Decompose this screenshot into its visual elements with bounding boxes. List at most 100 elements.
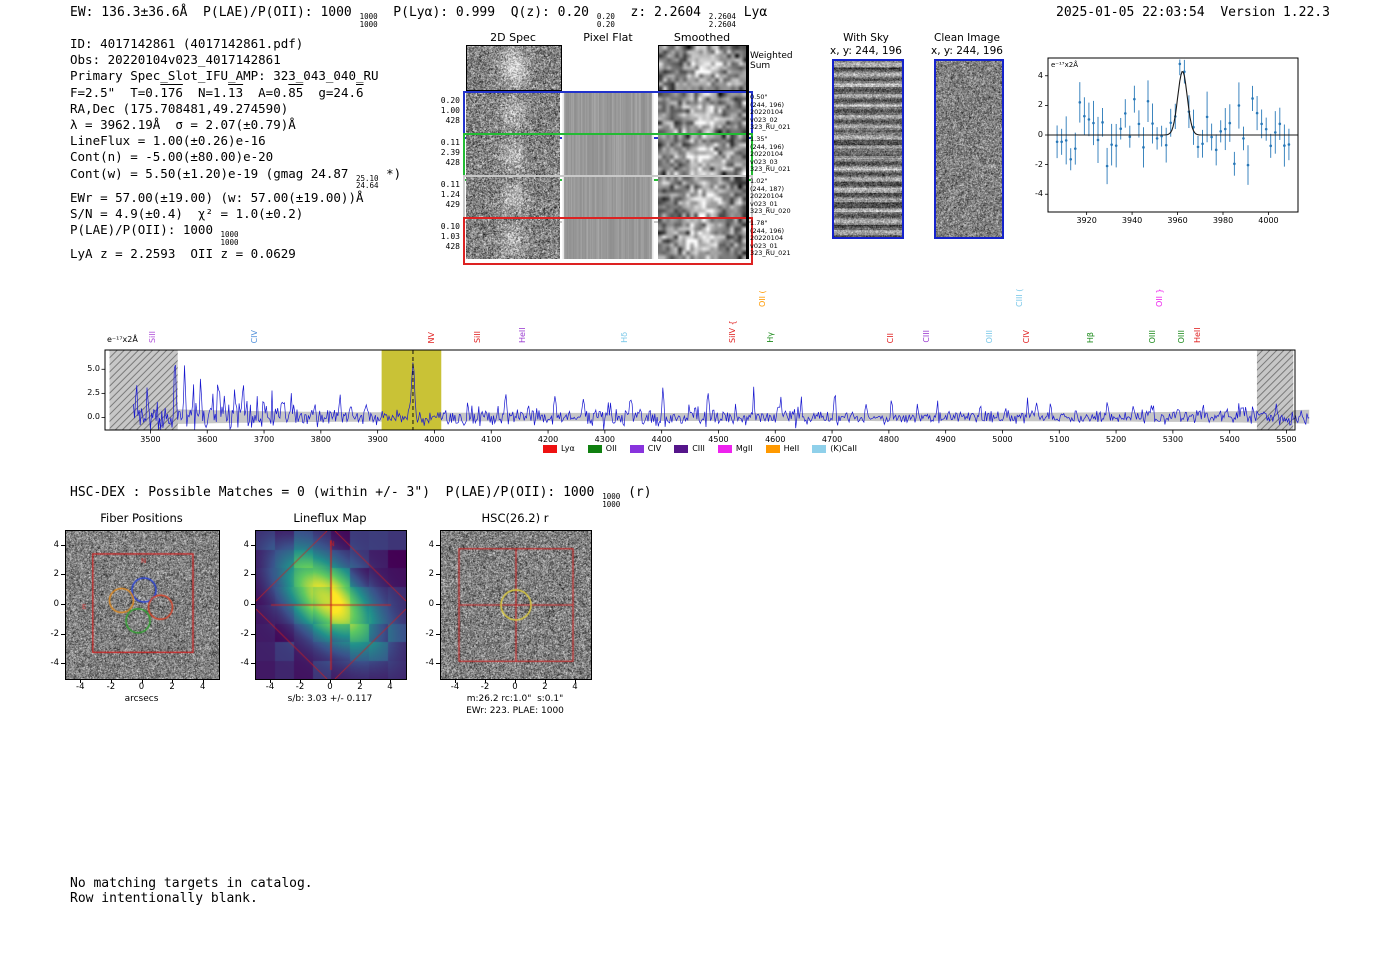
spec2d-row-right-label: 1.02" (244, 187) 20220104 v023_01 323_RU_020 — [750, 177, 791, 216]
tick-label: 2 — [542, 682, 548, 692]
tick-label: 2 — [357, 682, 363, 692]
spec2d-row-1-pixel-flat — [562, 93, 654, 133]
tick-label: 4 — [243, 539, 249, 550]
fraction-stack: 1000 1000 — [360, 13, 378, 28]
inset-axes-box — [1047, 57, 1299, 213]
spec2d-row-0-2d-spec — [466, 45, 562, 91]
right-label-line: 20220104 — [750, 108, 784, 117]
spec2d-row-right-label: 1.35" (244, 196) 20220104 v023_03 323_RU_021 — [750, 135, 791, 174]
right-label-line: 20220104 — [750, 150, 784, 159]
fraction-stack: 25.10 24.64 — [356, 175, 379, 190]
text-segment: P(Lyα): 0.999 Q(z): 0.20 — [377, 5, 597, 20]
tick-label: 4400 — [651, 435, 672, 444]
text-segment: ID: 4017142861 (4017142861.pdf) — [70, 36, 304, 51]
right-label-line: 0.50" — [750, 93, 768, 101]
spec2d-row-4-pixel-flat — [562, 219, 654, 259]
tick-mark — [61, 633, 65, 635]
info-line: P(LAE)/P(OII): 1000 1000 1000 — [70, 222, 401, 246]
tick-mark — [485, 679, 486, 683]
legend-label: HeII — [783, 444, 800, 453]
spec2d-row-left-label: 2.39 — [440, 148, 460, 157]
tick-label: 4 — [199, 682, 206, 692]
cutout-xlabel-sb: s/b: 3.03 +/- 0.117 — [287, 694, 373, 704]
spec2d-row-2-2d-spec — [466, 135, 560, 175]
emission-line-label: SiII — [148, 328, 157, 347]
tick-mark — [390, 679, 391, 683]
emission-line-label: CIII ( — [1015, 289, 1024, 311]
overlined-segment: 6 — [356, 84, 364, 100]
spec2d-row-left-label: 428 — [445, 116, 460, 125]
right-label-line: (244, 187) — [750, 184, 785, 193]
tick-label: 4 — [572, 682, 578, 692]
legend-item: Lyα — [543, 444, 575, 453]
emission-line-label-text: CIII ( — [1014, 288, 1024, 307]
tick-mark — [436, 663, 440, 665]
right-label-line: (244, 196) — [750, 226, 785, 235]
hsc-r-image — [440, 530, 592, 680]
tick-label: 5400 — [1219, 435, 1240, 444]
tick-label: 4900 — [935, 435, 956, 444]
tick-label: 2 — [428, 569, 434, 580]
clean-image-title: Clean Image — [933, 32, 1001, 44]
text-segment: EW: 136.3±36.6Å P(LAE)/P(OII): 1000 — [70, 5, 360, 20]
tick-label: 3960 — [1167, 216, 1188, 225]
emission-line-label: OIII — [1177, 328, 1186, 347]
cutout-title-hsc-r: HSC(26.2) r — [481, 511, 549, 525]
text-segment: P(LAE)/P(OII): 1000 — [70, 222, 221, 238]
text-segment: g=24. — [303, 84, 357, 100]
text-segment: LyA z = 2.2593 OII z = 0.0629 — [70, 246, 296, 262]
spec2d-row-right-label: 1.78" (244, 196) 20220104 v023_01 323_RU_021 — [750, 219, 791, 258]
tick-label: 3500 — [140, 435, 161, 444]
tick-label: -4 — [265, 682, 275, 692]
overlined-segment: 85 — [288, 84, 304, 100]
right-label-line: Sum — [750, 61, 771, 71]
emission-line-label-text: Hβ — [1086, 331, 1096, 343]
with-sky-coords: x, y: 244, 196 — [830, 45, 902, 57]
spec2d-row-4-smoothed — [658, 219, 746, 259]
with-sky-image — [832, 59, 904, 239]
fraction-stack: 1000 1000 — [602, 493, 620, 508]
legend-swatch — [674, 444, 689, 453]
emission-line-label: HeII — [1193, 327, 1202, 347]
info-line: RA,Dec (175.708481,49.274590) — [70, 101, 401, 117]
emission-line-label-text: SiIV { — [727, 320, 737, 343]
spec2d-row-left-label: 428 — [445, 158, 460, 167]
tick-label: 0.0 — [87, 412, 100, 422]
fraction-low: 2.2604 — [708, 19, 736, 29]
tick-label: 4000 — [424, 435, 445, 444]
info-line: Cont(n) = -5.00(±80.00)e-20 — [70, 149, 401, 165]
legend-label: OII — [605, 444, 617, 453]
tick-mark — [251, 633, 255, 635]
tick-mark — [436, 544, 440, 546]
text-segment: Cont(w) = 5.50(±1.20)e-19 (gmag 24.87 — [70, 165, 356, 181]
fraction-high: 25.10 — [355, 173, 379, 183]
text-segment: Obs: 20220104v023_4017142861 — [70, 52, 281, 68]
clean-image — [934, 59, 1004, 239]
spectrum-legend: Lyα OII CIV CIII MgII HeII (K)CaII — [105, 444, 1295, 453]
overlined-segment: 13 — [228, 84, 244, 100]
fraction-low: 24.64 — [355, 181, 379, 191]
spec2d-right-divider — [746, 45, 749, 259]
spec2d-row-left-label: 0.11 — [440, 138, 460, 147]
inset-ylabel: e⁻¹⁷x2Å — [1051, 61, 1078, 69]
tick-label: 5100 — [1049, 435, 1070, 444]
noise-band — [133, 407, 1310, 426]
tick-label: 2 — [53, 569, 59, 580]
tick-label: 2.5 — [87, 388, 100, 398]
tick-label: 0 — [53, 599, 59, 609]
emission-line-label-text: OII ( — [757, 290, 767, 307]
tick-label: 3600 — [197, 435, 218, 444]
tick-label: 5500 — [1276, 435, 1297, 444]
spec2d-row-1-2d-spec — [466, 93, 560, 133]
info-line: Obs: 20220104v023_4017142861 — [70, 52, 401, 68]
fraction-high: 1000 — [359, 12, 378, 21]
tick-label: 4300 — [594, 435, 616, 444]
text-segment: HSC-DEX : Possible Matches = 0 (within +… — [70, 485, 603, 500]
emission-line-label-text: HeII — [518, 327, 528, 343]
legend-swatch — [543, 444, 558, 453]
tick-mark — [330, 679, 331, 683]
emission-line-label-text: OII } — [1155, 288, 1165, 307]
tick-label: 3900 — [367, 435, 388, 444]
legend-swatch — [587, 444, 602, 453]
tick-label: 3800 — [310, 435, 332, 444]
